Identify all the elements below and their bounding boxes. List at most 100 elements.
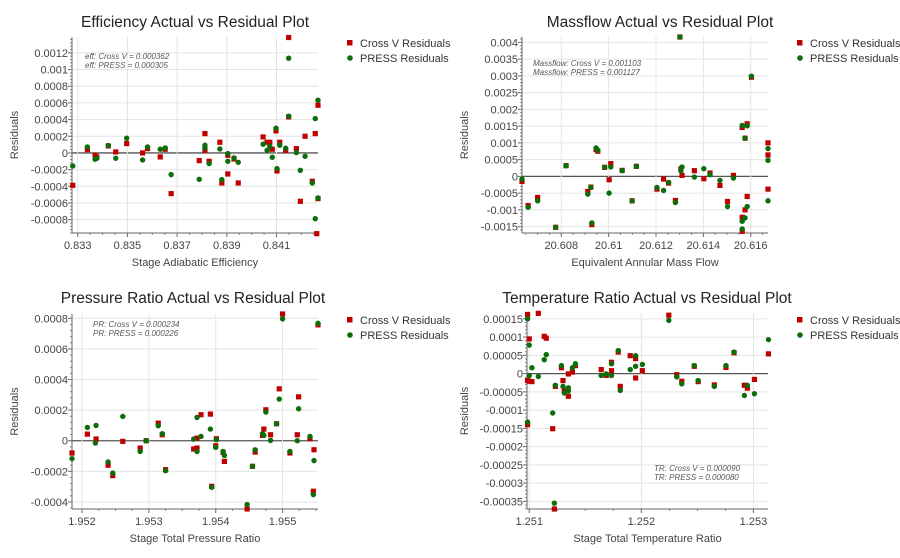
data-point-cross-v bbox=[639, 368, 645, 374]
data-point-cross-v bbox=[598, 366, 604, 373]
data-point-cross-v bbox=[608, 161, 614, 167]
x-tick-label: 1.955 bbox=[269, 516, 297, 528]
y-tick-label: 0 bbox=[517, 369, 523, 381]
data-point-cross-v bbox=[296, 394, 302, 400]
data-point-press bbox=[309, 180, 315, 186]
data-point-press bbox=[295, 406, 302, 412]
data-point-press bbox=[606, 190, 612, 196]
data-point-press bbox=[252, 447, 258, 453]
y-tick-label: 0 bbox=[62, 436, 68, 448]
y-tick-label: 0.003 bbox=[490, 71, 518, 83]
data-point-cross-v bbox=[741, 382, 747, 388]
data-point-cross-v bbox=[691, 168, 697, 174]
legend-label: Cross V Residuals bbox=[360, 315, 451, 327]
y-tick-label: 0.0004 bbox=[34, 375, 68, 387]
y-tick-label: 0.002 bbox=[490, 104, 518, 116]
data-point-press bbox=[273, 125, 279, 131]
y-tick-label: -0.0002 bbox=[31, 165, 68, 177]
data-point-cross-v bbox=[84, 431, 90, 437]
legend-label: PRESS Residuals bbox=[360, 53, 449, 65]
data-point-press bbox=[744, 382, 751, 388]
data-point-press bbox=[615, 347, 621, 354]
y-tick-label: 0.0008 bbox=[34, 81, 68, 93]
data-point-cross-v bbox=[113, 149, 119, 155]
data-point-press bbox=[541, 357, 547, 363]
x-axis-label: Equivalent Annular Mass Flow bbox=[571, 257, 718, 269]
chart-panel-1: Efficiency Actual vs Residual Plot -0.000… bbox=[9, 14, 451, 269]
data-point-press bbox=[276, 396, 282, 402]
data-point-cross-v bbox=[751, 376, 758, 383]
data-point-press bbox=[558, 362, 565, 369]
data-point-cross-v bbox=[267, 139, 273, 145]
y-tick-label: -0.0006 bbox=[31, 198, 68, 210]
data-point-press bbox=[282, 145, 289, 151]
data-point-press bbox=[231, 155, 237, 161]
x-tick-label: 1.952 bbox=[68, 516, 96, 528]
data-point-cross-v bbox=[294, 432, 300, 438]
data-point-press bbox=[672, 199, 679, 206]
y-tick-label: 0.0006 bbox=[34, 344, 68, 356]
data-point-press bbox=[765, 145, 771, 152]
data-point-press bbox=[70, 163, 76, 169]
chart-panel-3: Pressure Ratio Actual vs Residual Plot -0… bbox=[9, 290, 451, 545]
y-tick-label: 0.0012 bbox=[34, 48, 68, 60]
data-point-press bbox=[307, 433, 313, 440]
data-point-press bbox=[589, 220, 595, 226]
data-point-press bbox=[723, 362, 729, 369]
data-point-press bbox=[632, 353, 639, 359]
data-point-press bbox=[213, 444, 219, 451]
data-point-press bbox=[551, 500, 558, 506]
data-point-press bbox=[279, 316, 286, 322]
data-point-cross-v bbox=[302, 133, 308, 139]
data-point-press bbox=[190, 436, 197, 442]
y-tick-label: -0.00035 bbox=[480, 496, 523, 508]
stat-annotation: PR: Cross V = 0.000234 bbox=[93, 320, 180, 329]
legend-marker-circle bbox=[347, 332, 353, 338]
data-point-press bbox=[315, 97, 321, 103]
data-point-press bbox=[565, 388, 572, 394]
data-point-press bbox=[711, 383, 718, 390]
x-axis-label: Stage Total Temperature Ratio bbox=[573, 533, 721, 545]
data-point-press bbox=[744, 203, 750, 210]
data-point-press bbox=[263, 409, 269, 415]
data-point-press bbox=[632, 363, 639, 369]
x-tick-label: 1.253 bbox=[740, 516, 768, 528]
data-point-press bbox=[312, 215, 318, 222]
y-tick-label: 0.0002 bbox=[34, 131, 68, 143]
chart-title: Pressure Ratio Actual vs Residual Plot bbox=[61, 290, 326, 307]
data-point-cross-v bbox=[194, 445, 200, 451]
data-point-cross-v bbox=[679, 172, 685, 178]
data-point-press bbox=[639, 361, 646, 368]
data-point-press bbox=[765, 336, 772, 343]
data-point-cross-v bbox=[198, 412, 204, 418]
data-point-press bbox=[608, 372, 615, 379]
data-point-cross-v bbox=[217, 139, 223, 145]
data-point-cross-v bbox=[315, 102, 321, 108]
data-point-press bbox=[235, 159, 241, 165]
data-point-press bbox=[563, 162, 569, 169]
data-point-press bbox=[315, 320, 321, 327]
data-point-press bbox=[287, 448, 293, 455]
data-point-press bbox=[196, 176, 202, 182]
data-point-cross-v bbox=[168, 191, 174, 197]
data-point-press bbox=[748, 73, 755, 79]
x-tick-label: 0.837 bbox=[163, 240, 191, 252]
legend-marker-circle bbox=[347, 55, 353, 61]
legend-label: PRESS Residuals bbox=[360, 330, 449, 342]
data-point-press bbox=[529, 365, 535, 371]
y-tick-label: -0.00025 bbox=[480, 460, 523, 472]
y-tick-label: 0.0002 bbox=[34, 405, 68, 417]
x-axis-label: Stage Adiabatic Efficiency bbox=[132, 257, 259, 269]
y-tick-label: 0.0025 bbox=[484, 88, 518, 100]
data-point-cross-v bbox=[277, 139, 283, 145]
data-point-press bbox=[707, 172, 713, 178]
y-tick-label: 0.0005 bbox=[484, 155, 518, 167]
data-point-press bbox=[168, 171, 174, 178]
data-point-cross-v bbox=[120, 438, 126, 444]
data-point-press bbox=[302, 153, 308, 159]
data-point-cross-v bbox=[627, 353, 633, 359]
data-point-cross-v bbox=[139, 150, 146, 156]
data-point-cross-v bbox=[526, 336, 532, 342]
data-point-press bbox=[221, 452, 228, 459]
